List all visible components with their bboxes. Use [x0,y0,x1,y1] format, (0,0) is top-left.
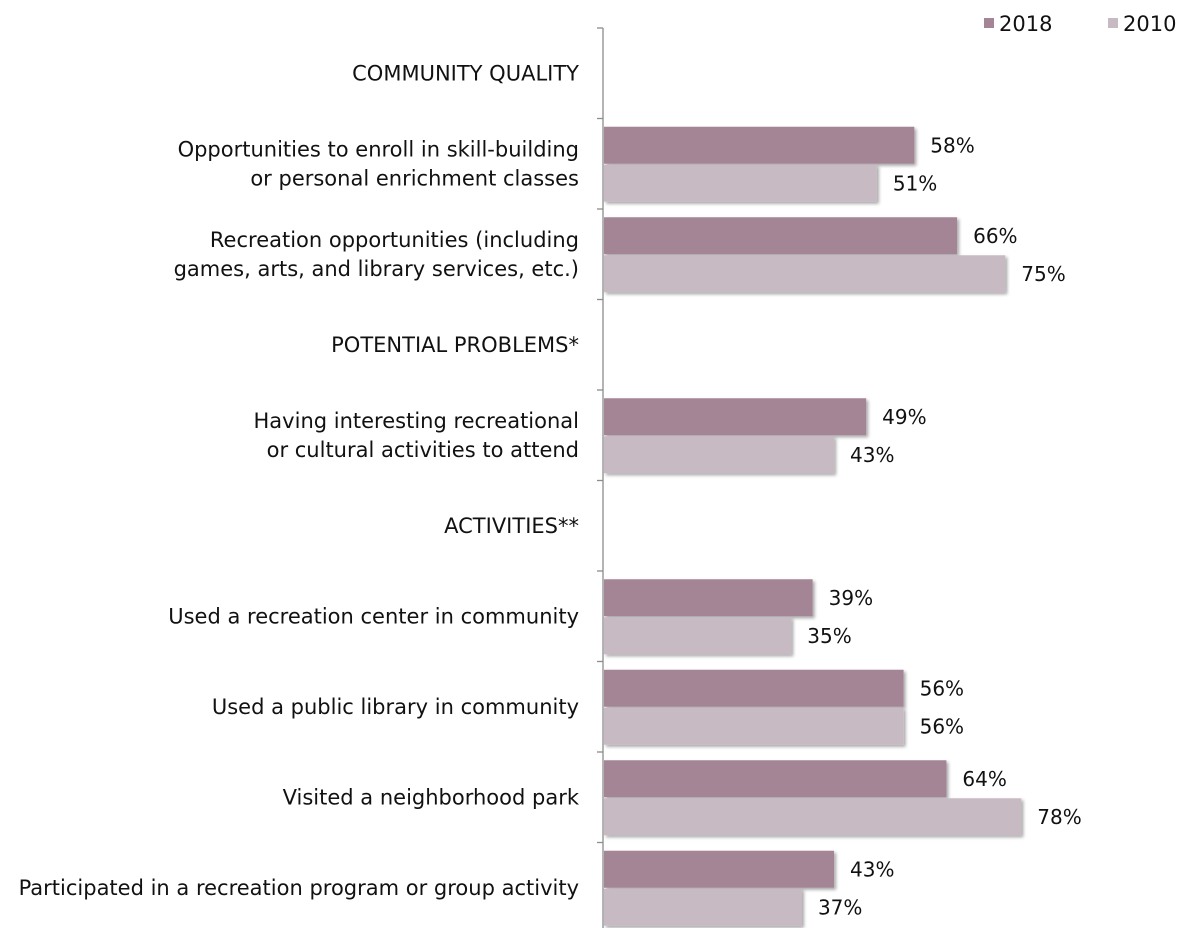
value-label: 58% [930,133,974,157]
bar-2018 [604,669,904,707]
bar-2010 [604,164,877,202]
value-label: 39% [829,586,873,610]
category-label-line: Participated in a recreation program or … [19,876,579,900]
value-label: 43% [850,857,894,881]
category-label-line: Used a recreation center in community [168,604,579,628]
category-labels: COMMUNITY QUALITY Opportunities to enroll… [19,61,580,900]
value-labels: 58% 51% 66%75% 49% 43% 39% 35% 56% 56% 64% 78% 43% 3… [807,133,1082,919]
category-label: Opportunities to enroll in skill-buildin… [178,137,579,190]
section-header-label: ACTIVITIES** [444,514,579,538]
value-label: 78% [1037,805,1081,829]
category-label-line: games, arts, and library services, etc.) [174,257,579,281]
category-label: Used a recreation center in community [168,604,579,628]
bar-2010 [604,617,792,655]
category-label-line: ACTIVITIES** [444,514,579,538]
bar-2018 [604,850,835,888]
legend-swatch-2010 [1108,18,1118,28]
section-header-label: POTENTIAL PROBLEMS* [331,333,579,357]
bars [604,126,1022,926]
category-label-line: Having interesting recreational [254,409,579,433]
category-label: Visited a neighborhood park [283,785,580,809]
section-header-label: COMMUNITY QUALITY [352,61,579,85]
category-label: Used a public library in community [212,695,579,719]
value-label: 35% [807,624,851,648]
legend-label: 2018 [999,12,1052,36]
bar-2018 [604,760,947,798]
value-label: 75% [1021,262,1065,286]
bar-2010 [604,798,1022,836]
value-label: 37% [818,895,862,919]
value-label: 49% [882,405,926,429]
value-label: 51% [893,171,937,195]
bar-2010 [604,888,802,926]
value-label: 43% [850,443,894,467]
category-label-line: Visited a neighborhood park [283,785,580,809]
category-label: Participated in a recreation program or … [19,876,579,900]
value-label: 56% [920,676,964,700]
value-label: 56% [920,714,964,738]
category-label: Having interesting recreational or cultur… [254,409,579,462]
bar-2018 [604,217,958,255]
legend-label: 2010 [1123,12,1176,36]
bar-2010 [604,707,904,745]
bar-2018 [604,398,867,436]
category-label-line: Recreation opportunities (including [210,228,579,252]
bar-2018 [604,126,915,164]
category-label: Recreation opportunities (including games… [174,228,579,281]
category-label-line: Used a public library in community [212,695,579,719]
category-label-line: Opportunities to enroll in skill-buildin… [178,137,579,161]
legend: 2018 2010 [984,12,1176,36]
category-label-line: POTENTIAL PROBLEMS* [331,333,579,357]
bar-2010 [604,255,1006,293]
legend-swatch-2018 [984,18,994,28]
category-label-line: or cultural activities to attend [267,438,579,462]
value-label: 64% [962,767,1006,791]
bar-2010 [604,436,835,474]
category-label-line: or personal enrichment classes [250,166,579,190]
bar-2018 [604,579,813,617]
category-axis [597,27,604,928]
category-label-line: COMMUNITY QUALITY [352,61,579,85]
value-label: 66% [973,224,1017,248]
